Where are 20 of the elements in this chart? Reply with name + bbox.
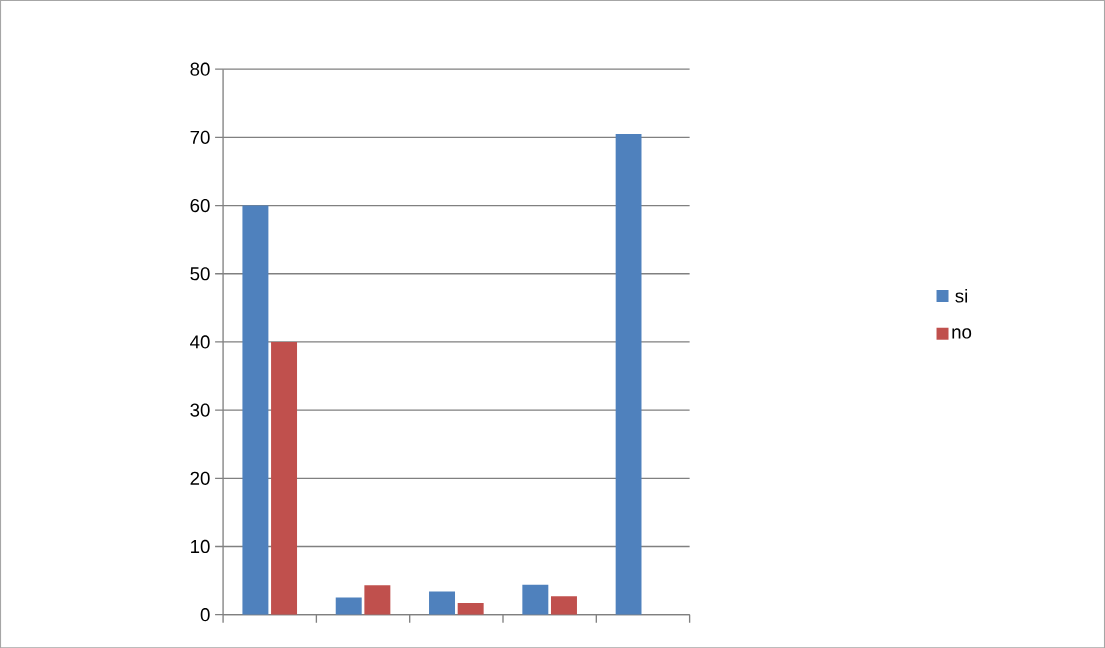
bar [242, 205, 269, 615]
y-tick-label: 60 [190, 198, 210, 212]
bar [457, 602, 484, 615]
y-tick-label: 80 [190, 62, 210, 76]
bar [522, 584, 549, 615]
legend-label: si [955, 288, 968, 303]
y-tick-label: 70 [190, 130, 210, 144]
bar [550, 596, 577, 615]
y-tick-label: 50 [190, 266, 210, 281]
legend-label: no [952, 328, 972, 339]
bar [615, 133, 642, 615]
bar [335, 597, 362, 615]
bar [364, 585, 391, 615]
y-tick-label: 10 [191, 539, 210, 553]
y-tick-label: 20 [190, 471, 210, 485]
bar [271, 341, 298, 615]
y-tick-label: 40 [190, 335, 210, 349]
bar [429, 591, 456, 615]
y-tick-label: 0 [200, 607, 210, 622]
y-tick-label: 30 [190, 403, 210, 417]
